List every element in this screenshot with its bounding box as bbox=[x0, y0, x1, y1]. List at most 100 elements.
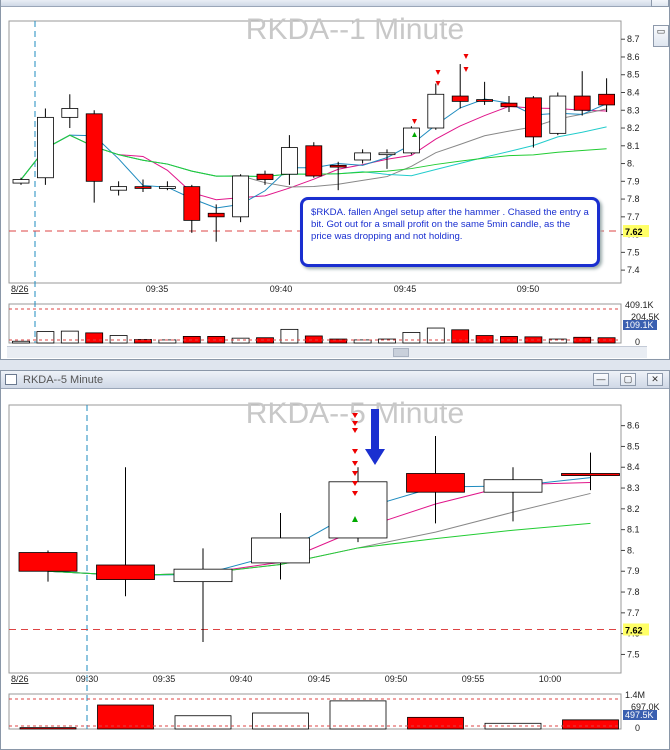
volume-bar bbox=[12, 340, 30, 344]
x-tick-label: 09:35 bbox=[146, 284, 169, 294]
sell-signal-arrow bbox=[463, 54, 469, 59]
volume-bar bbox=[475, 335, 494, 344]
horizontal-scrollbar[interactable] bbox=[7, 346, 647, 358]
y-tick-label: 8.7 bbox=[627, 34, 640, 44]
sell-signal-arrow bbox=[352, 413, 358, 418]
candle-body bbox=[18, 552, 78, 572]
price-pane bbox=[8, 404, 622, 674]
scrollbar-thumb[interactable] bbox=[393, 348, 409, 357]
y-tick-label: 8.1 bbox=[627, 141, 640, 151]
side-toolbar-button[interactable]: ▭ bbox=[653, 25, 669, 47]
window-titlebar-5min: RKDA--5 Minute — ▢ ✕ bbox=[1, 371, 669, 389]
price-chart-1min[interactable]: RKDA--1 Minute7.47.57.67.77.87.98.8.18.2… bbox=[7, 7, 667, 349]
volume-bar bbox=[548, 338, 567, 344]
candle-body bbox=[378, 152, 396, 156]
y-tick-label: 8.3 bbox=[627, 483, 640, 493]
volume-bar bbox=[60, 330, 79, 344]
volume-bar bbox=[231, 337, 250, 344]
volume-bar bbox=[174, 715, 232, 730]
close-button[interactable]: ✕ bbox=[647, 373, 663, 386]
volume-bar bbox=[562, 719, 619, 730]
volume-bar bbox=[36, 331, 55, 344]
chart-window-5min: RKDA--5 Minute — ▢ ✕ RKDA--5 Minute 7.5 7.… bbox=[0, 370, 670, 750]
candle-body bbox=[280, 147, 298, 175]
candle-body bbox=[406, 473, 465, 493]
y-tick-label: 7.5 bbox=[627, 247, 640, 257]
volume-top-label: 1.4M bbox=[625, 690, 645, 700]
candle-body bbox=[402, 127, 420, 154]
candle-body bbox=[427, 93, 445, 129]
y-tick-label: 7.7 bbox=[627, 608, 640, 618]
current-price-label: 7.62 bbox=[625, 625, 643, 635]
volume-bar bbox=[252, 712, 309, 730]
chart-watermark: RKDA--1 Minute bbox=[246, 13, 464, 46]
x-tick-label: 09:45 bbox=[308, 674, 331, 684]
candle-body bbox=[329, 164, 347, 168]
candle-body bbox=[483, 479, 543, 493]
current-price-label: 7.62 bbox=[625, 227, 643, 237]
candle-body bbox=[251, 537, 310, 564]
annotation-note[interactable]: $RKDA. fallen Angel setup after the hamm… bbox=[300, 197, 600, 267]
sell-signal-arrow bbox=[352, 421, 358, 426]
candle-body bbox=[36, 116, 54, 179]
y-tick-label: 7.4 bbox=[627, 265, 640, 275]
volume-current-badge bbox=[623, 710, 657, 720]
candle-body bbox=[173, 568, 233, 583]
y-tick-label: 8.2 bbox=[627, 123, 640, 133]
sell-signal-arrow bbox=[352, 471, 358, 476]
volume-bar bbox=[207, 336, 226, 344]
volume-bar bbox=[85, 332, 104, 344]
volume-bar bbox=[329, 700, 387, 730]
y-tick-label: 7.5 bbox=[627, 649, 640, 659]
y-tick-label: 7.9 bbox=[627, 566, 640, 576]
sell-signal-arrow bbox=[435, 81, 441, 86]
volume-bar bbox=[573, 336, 592, 344]
candle-body bbox=[476, 99, 494, 102]
maximize-button[interactable]: ▢ bbox=[620, 373, 636, 386]
close-window-button[interactable] bbox=[651, 0, 669, 7]
date-label: 8/26 bbox=[11, 674, 29, 684]
y-tick-label: 8.3 bbox=[627, 105, 640, 115]
volume-bar bbox=[329, 338, 348, 344]
y-tick-label: 8.5 bbox=[627, 70, 640, 80]
volume-zero-label: 0 bbox=[635, 337, 640, 347]
y-tick-label: 7.8 bbox=[627, 194, 640, 204]
window-title: RKDA--5 Minute bbox=[23, 374, 104, 386]
y-tick-label: 8.2 bbox=[627, 504, 640, 514]
sell-signal-arrow bbox=[352, 428, 358, 433]
current-price-badge bbox=[623, 225, 649, 238]
candle-body bbox=[354, 152, 372, 161]
volume-bar bbox=[97, 704, 154, 730]
buy-signal-arrow bbox=[352, 516, 358, 522]
chart-window-1min: ▭ RKDA--1 Minute7.47.57.67.77.87.98.8.18… bbox=[0, 0, 670, 360]
candle-body bbox=[256, 173, 274, 180]
price-chart-5min[interactable]: RKDA--5 Minute7.57.67.77.87.98.8.18.28.3… bbox=[7, 391, 667, 749]
volume-bar bbox=[378, 338, 396, 344]
volume-mid-label: 697.0K bbox=[631, 702, 660, 712]
y-tick-label: 8.5 bbox=[627, 441, 640, 451]
volume-bar bbox=[256, 337, 274, 344]
y-tick-label: 7.8 bbox=[627, 587, 640, 597]
minimize-button[interactable]: — bbox=[593, 373, 609, 386]
volume-bar bbox=[304, 335, 323, 344]
x-tick-label: 10:00 bbox=[539, 674, 562, 684]
sell-signal-arrow bbox=[352, 461, 358, 466]
volume-bar bbox=[353, 339, 372, 344]
sell-signal-arrow bbox=[352, 491, 358, 496]
candle-body bbox=[183, 186, 201, 221]
y-tick-label: 8.1 bbox=[627, 525, 640, 535]
candle-body bbox=[61, 108, 79, 118]
volume-mid-label: 204.5K bbox=[631, 312, 660, 322]
pointer-arrow-icon bbox=[365, 449, 385, 465]
candle-body bbox=[134, 186, 152, 189]
x-tick-label: 09:55 bbox=[462, 674, 485, 684]
x-tick-label: 09:30 bbox=[76, 674, 99, 684]
current-price-badge bbox=[623, 623, 649, 636]
volume-bar bbox=[109, 335, 128, 344]
x-tick-label: 09:35 bbox=[153, 674, 176, 684]
sell-signal-arrow bbox=[463, 67, 469, 72]
window-icon bbox=[5, 374, 17, 385]
candle-body bbox=[328, 481, 388, 539]
candle-body bbox=[549, 95, 567, 134]
candle-body bbox=[158, 186, 176, 189]
